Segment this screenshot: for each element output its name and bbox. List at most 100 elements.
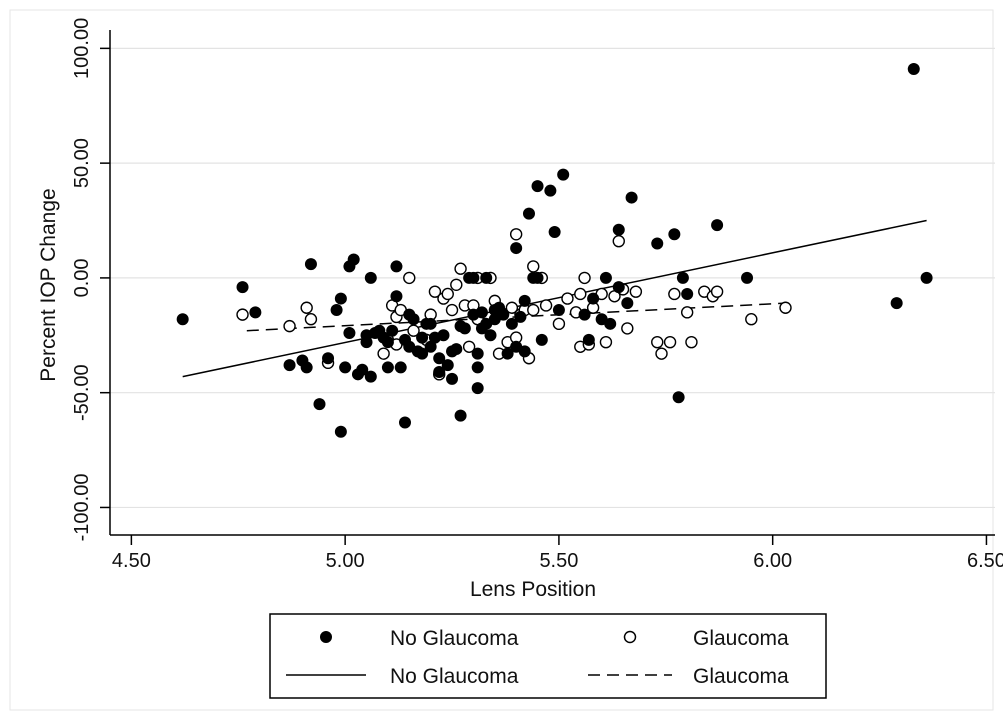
point-glaucoma-15 — [428, 285, 442, 298]
point-no-glaucoma-50 — [454, 409, 467, 422]
point-glaucoma-41 — [552, 317, 566, 331]
point-no-glaucoma-82 — [552, 304, 565, 317]
point-no-glaucoma-63 — [484, 329, 497, 342]
point-glaucoma-11 — [403, 271, 416, 285]
axes-layer — [109, 30, 995, 536]
x-axis-title: Lens Position — [470, 578, 596, 601]
point-no-glaucoma-37 — [416, 347, 429, 360]
point-no-glaucoma-49 — [450, 343, 463, 356]
point-glaucoma-40 — [539, 299, 553, 312]
point-glaucoma-54 — [621, 322, 634, 335]
point-no-glaucoma-3 — [283, 359, 296, 372]
point-no-glaucoma-80 — [544, 184, 557, 197]
ticks-layer: -100.00 -50.00 0.00 50.00 100.00 4.50 5.00 5.50… — [71, 18, 1003, 572]
point-no-glaucoma-94 — [651, 237, 664, 250]
point-no-glaucoma-83 — [557, 168, 570, 181]
point-no-glaucoma-103 — [920, 271, 933, 284]
point-no-glaucoma-67 — [497, 308, 510, 321]
point-no-glaucoma-102 — [907, 63, 920, 76]
point-no-glaucoma-17 — [356, 363, 369, 376]
point-no-glaucoma-72 — [514, 310, 527, 323]
point-glaucoma-57 — [655, 347, 668, 360]
point-no-glaucoma-57 — [471, 382, 484, 395]
point-glaucoma-50 — [599, 335, 613, 349]
point-no-glaucoma-86 — [587, 292, 600, 305]
legend-label-no-glaucoma-fit: No Glaucoma — [390, 665, 519, 688]
point-no-glaucoma-8 — [322, 352, 335, 365]
point-glaucoma-52 — [612, 234, 625, 248]
point-glaucoma-21 — [454, 262, 467, 275]
point-no-glaucoma-45 — [437, 329, 450, 342]
y-tick-label-1: -50.00 — [71, 364, 93, 421]
point-no-glaucoma-91 — [612, 281, 625, 294]
point-no-glaucoma-56 — [471, 361, 484, 374]
point-no-glaucoma-69 — [505, 317, 518, 330]
point-no-glaucoma-20 — [364, 370, 377, 383]
point-no-glaucoma-70 — [510, 242, 523, 255]
point-no-glaucoma-11 — [334, 425, 347, 438]
x-tick-label-3: 6.00 — [753, 550, 792, 572]
points-layer — [176, 63, 933, 438]
point-glaucoma-2 — [300, 301, 313, 314]
point-no-glaucoma-28 — [390, 260, 403, 273]
point-glaucoma-20 — [450, 278, 463, 291]
point-no-glaucoma-9 — [330, 304, 343, 317]
point-glaucoma-23 — [462, 340, 476, 353]
point-no-glaucoma-98 — [681, 287, 694, 300]
point-no-glaucoma-38 — [416, 331, 429, 344]
point-no-glaucoma-84 — [578, 308, 591, 321]
y-tick-label-4: 100.00 — [71, 18, 93, 79]
point-no-glaucoma-12 — [339, 361, 352, 374]
x-tick-label-0: 4.50 — [112, 550, 151, 572]
point-no-glaucoma-41 — [424, 340, 437, 353]
point-no-glaucoma-26 — [381, 361, 394, 374]
point-no-glaucoma-46 — [441, 359, 454, 372]
point-glaucoma-38 — [527, 303, 540, 317]
point-glaucoma-1 — [283, 319, 296, 333]
point-glaucoma-5 — [377, 347, 390, 360]
point-no-glaucoma-79 — [535, 333, 548, 346]
legend-label-glaucoma-points: Glaucoma — [693, 627, 789, 650]
point-glaucoma-66 — [779, 301, 792, 314]
point-no-glaucoma-93 — [625, 191, 638, 204]
point-no-glaucoma-78 — [531, 180, 544, 193]
point-no-glaucoma-81 — [548, 226, 561, 238]
point-glaucoma-55 — [629, 285, 643, 298]
point-glaucoma-46 — [578, 271, 591, 285]
point-glaucoma-59 — [668, 287, 681, 301]
legend-marker-hollow — [623, 630, 637, 644]
fit-line-solid — [182, 219, 927, 378]
point-no-glaucoma-95 — [668, 228, 681, 241]
point-glaucoma-3 — [304, 313, 318, 326]
point-no-glaucoma-101 — [890, 297, 903, 310]
point-glaucoma-18 — [441, 287, 454, 301]
point-no-glaucoma-99 — [711, 219, 724, 232]
legend-box — [269, 613, 827, 699]
point-glaucoma-33 — [509, 228, 523, 241]
y-axis-title: Percent IOP Change — [37, 188, 60, 381]
point-glaucoma-37 — [527, 260, 540, 273]
x-tick-label-4: 6.50 — [967, 550, 1003, 572]
point-no-glaucoma-88 — [599, 271, 612, 284]
point-no-glaucoma-30 — [394, 361, 407, 374]
point-no-glaucoma-89 — [604, 317, 617, 330]
point-no-glaucoma-0 — [176, 313, 189, 326]
legend-label-no-glaucoma-points: No Glaucoma — [390, 627, 519, 650]
point-no-glaucoma-96 — [672, 391, 685, 404]
grid-layer — [110, 47, 995, 509]
point-no-glaucoma-90 — [612, 223, 625, 236]
point-no-glaucoma-58 — [471, 347, 484, 360]
point-glaucoma-31 — [505, 301, 519, 314]
point-no-glaucoma-55 — [467, 271, 480, 284]
point-no-glaucoma-85 — [582, 333, 595, 346]
point-no-glaucoma-68 — [501, 347, 514, 360]
point-no-glaucoma-32 — [399, 416, 411, 429]
point-glaucoma-42 — [561, 292, 574, 305]
point-no-glaucoma-19 — [360, 336, 373, 349]
point-no-glaucoma-40 — [424, 317, 437, 330]
point-no-glaucoma-92 — [621, 297, 634, 310]
point-glaucoma-64 — [710, 285, 724, 298]
